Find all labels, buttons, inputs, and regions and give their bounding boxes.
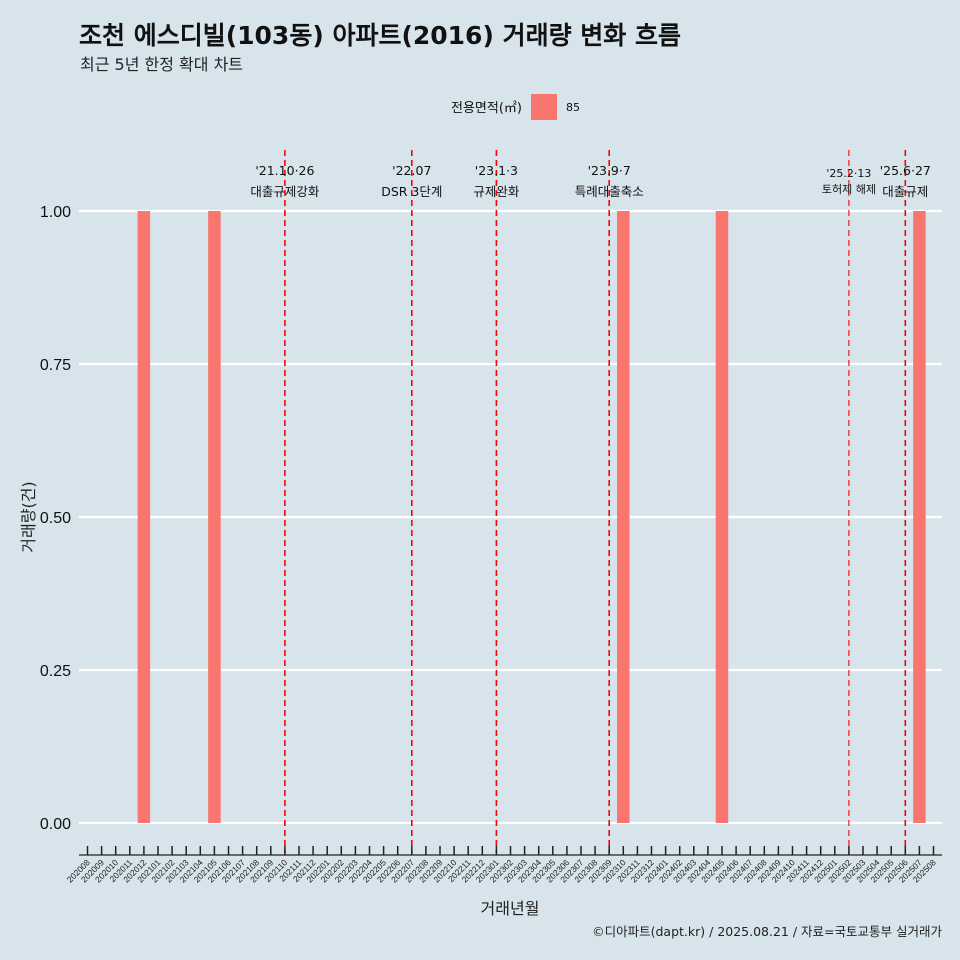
y-tick-label: 0.50 (40, 510, 71, 527)
y-tick-label: 1.00 (40, 204, 71, 221)
event-label: DSR 3단계 (381, 184, 442, 199)
y-tick-label: 0.00 (40, 816, 71, 833)
y-tick-label: 0.25 (40, 663, 71, 680)
y-tick-label: 0.75 (40, 357, 71, 374)
event-date: '22.07 (392, 163, 431, 178)
y-axis-label: 거래량(건) (19, 481, 38, 552)
event-label: 대출규제 (882, 184, 928, 199)
legend-label-85: 85 (566, 101, 580, 114)
event-date: '25.6·27 (880, 163, 931, 178)
bar (617, 211, 630, 823)
chart-title: 조천 에스디빌(103동) 아파트(2016) 거래량 변화 흐름 (79, 21, 681, 50)
event-label: 특례대출축소 (575, 184, 644, 199)
bar (913, 211, 926, 823)
event-date: '23.1·3 (475, 163, 518, 178)
y-axis: 0.00 0.25 0.50 0.75 1.00 (40, 204, 71, 833)
legend-title: 전용면적(㎡) (451, 101, 522, 116)
event-date: '21.10·26 (255, 163, 314, 178)
bar (715, 211, 729, 823)
grid-layer (79, 209, 942, 825)
bar (137, 211, 151, 823)
event-label: 토허제 해제 (822, 182, 876, 196)
event-label: 규제완화 (473, 184, 520, 199)
caption: ©디아파트(dapt.kr) / 2025.08.21 / 자료=국토교통부 실… (592, 924, 942, 939)
x-axis-label: 거래년월 (481, 899, 540, 918)
bar (208, 211, 221, 823)
event-layer: '21.10·26 대출규제강화 '22.07 DSR 3단계 '23.1·3 규제완화 '… (250, 150, 931, 853)
event-label: 대출규제강화 (250, 184, 320, 199)
chart-subtitle: 최근 5년 한정 확대 차트 (80, 55, 243, 74)
event-date: '25.2·13 (826, 167, 871, 180)
legend-swatch-85 (531, 94, 557, 120)
legend: 전용면적(㎡) 85 (451, 94, 580, 120)
bar-layer (137, 211, 926, 823)
x-axis: 2020082020092020102020112020122021012021… (65, 846, 942, 884)
event-date: '23.9·7 (588, 163, 631, 178)
